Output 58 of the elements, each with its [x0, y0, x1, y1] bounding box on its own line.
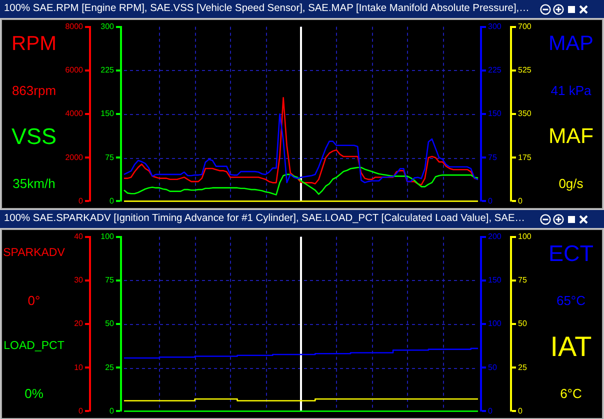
legend-label: SPARKADV [3, 247, 65, 260]
text: 0% [24, 386, 44, 400]
text: ECT [548, 240, 594, 266]
y3-tick-label: 225 [488, 66, 502, 75]
y2-tick-label: 75 [105, 152, 115, 162]
y2-tick-label: 0 [110, 406, 115, 416]
y-tick-label: 0 [78, 196, 84, 206]
y-tick-label: 75 [518, 276, 528, 285]
text: LOAD_PCT [4, 340, 64, 353]
chart-title: 100% SAE.RPM [Engine RPM], SAE.VSS [Vehicle Speed Sensor], SAE.MAP [Intake Manifold Absolute Pressure],… [4, 3, 530, 15]
y3-tick-label: 100 [488, 319, 502, 328]
y2-tick-label: 150 [100, 109, 115, 118]
text: 0g/s [558, 176, 584, 190]
y-tick-label: 50 [518, 319, 528, 328]
y-tick-label: 25 [518, 362, 528, 372]
text: 41 kPa [550, 82, 592, 98]
y3-tick-label: 0 [488, 406, 493, 416]
y-tick-label: 0 [518, 406, 523, 416]
y3-tick-label: 50 [488, 362, 498, 372]
text: 0° [28, 292, 40, 308]
y3-tick-label: 300 [488, 22, 502, 32]
y-tick-label: 0 [78, 406, 84, 416]
text: RPM [12, 32, 56, 55]
y3-tick-label: 0 [488, 196, 493, 206]
y2-tick-label: 50 [105, 319, 115, 328]
y2-tick-label: 100 [100, 232, 115, 242]
y3-tick-label: 200 [488, 232, 502, 242]
y2-tick-label: 300 [100, 22, 115, 32]
text: VSS [12, 124, 56, 149]
y2-tick-label: 25 [105, 362, 115, 372]
y-tick-label: 100 [518, 232, 532, 242]
text: 6°C [560, 386, 582, 400]
y2-tick-label: 75 [105, 276, 115, 285]
y-tick-label: 8000 [65, 22, 84, 32]
y-tick-label: 30 [74, 276, 84, 285]
chart-title: 100% SAE.SPARKADV [Ignition Timing Advance for #1 Cylinder], SAE.LOAD_PCT [Calculated Load Value], SAE… [4, 213, 525, 225]
y-tick-label: 6000 [65, 66, 84, 75]
y3-tick-label: 150 [488, 109, 502, 118]
y3-tick-label: 150 [488, 276, 502, 285]
text: 65°C [556, 292, 586, 308]
y-tick-label: 700 [518, 22, 532, 32]
y-tick-label: 350 [518, 109, 532, 118]
text: MAF [548, 124, 594, 148]
text: 35km/h [12, 176, 56, 190]
y-tick-label: 2000 [65, 152, 84, 162]
text: MAP [548, 32, 594, 55]
y3-tick-label: 75 [488, 152, 498, 162]
y-tick-label: 525 [518, 66, 532, 75]
y-tick-label: 0 [518, 196, 523, 206]
y-tick-label: 175 [518, 152, 532, 162]
y2-tick-label: 0 [110, 196, 115, 206]
text: IAT [550, 331, 592, 362]
y-tick-label: 40 [74, 232, 84, 242]
y-tick-label: 20 [74, 319, 84, 328]
y-tick-label: 10 [74, 362, 84, 372]
y-tick-label: 4000 [65, 109, 84, 118]
text: 863rpm [12, 82, 56, 98]
y2-tick-label: 225 [100, 66, 115, 75]
